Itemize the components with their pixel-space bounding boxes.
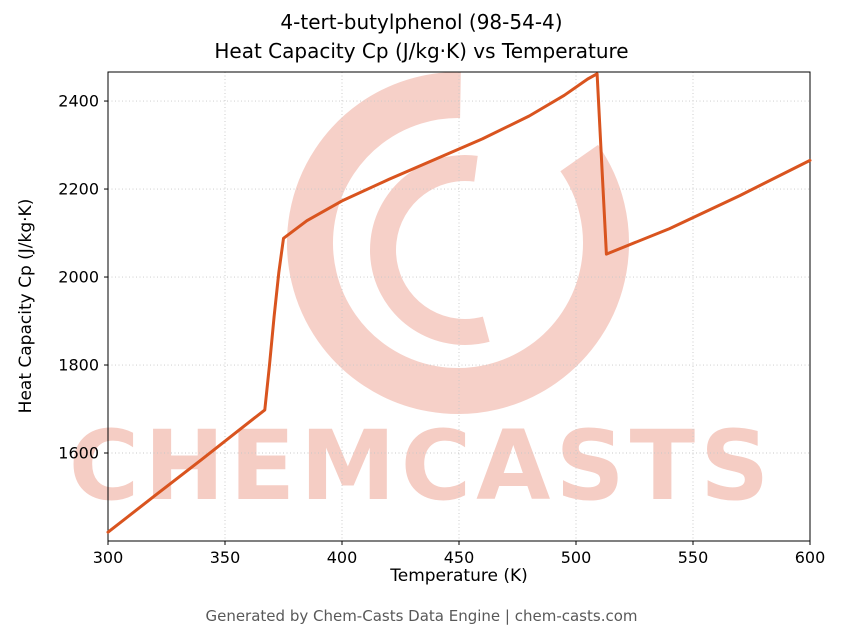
y-tick-label: 1800 [58,356,99,375]
x-tick-label: 300 [93,548,124,567]
chart-title: 4-tert-butylphenol (98-54-4) Heat Capaci… [0,8,843,66]
x-tick-label: 350 [210,548,241,567]
y-tick-label: 2000 [58,268,99,287]
chart-title-line2: Heat Capacity Cp (J/kg·K) vs Temperature [214,39,629,63]
y-tick-label: 2200 [58,180,99,199]
x-tick-label: 450 [444,548,475,567]
y-tick-label: 1600 [58,444,99,463]
x-tick-label: 600 [795,548,826,567]
y-axis-label: Heat Capacity Cp (J/kg·K) [16,198,36,414]
x-tick-label: 550 [678,548,709,567]
footer-text: Generated by Chem-Casts Data Engine | ch… [205,607,638,625]
x-tick-label: 500 [561,548,592,567]
x-tick-label: 400 [327,548,358,567]
y-tick-label: 2400 [58,92,99,111]
x-axis-label: Temperature (K) [390,566,528,586]
chart-title-line1: 4-tert-butylphenol (98-54-4) [280,10,563,34]
data-line [106,72,812,534]
